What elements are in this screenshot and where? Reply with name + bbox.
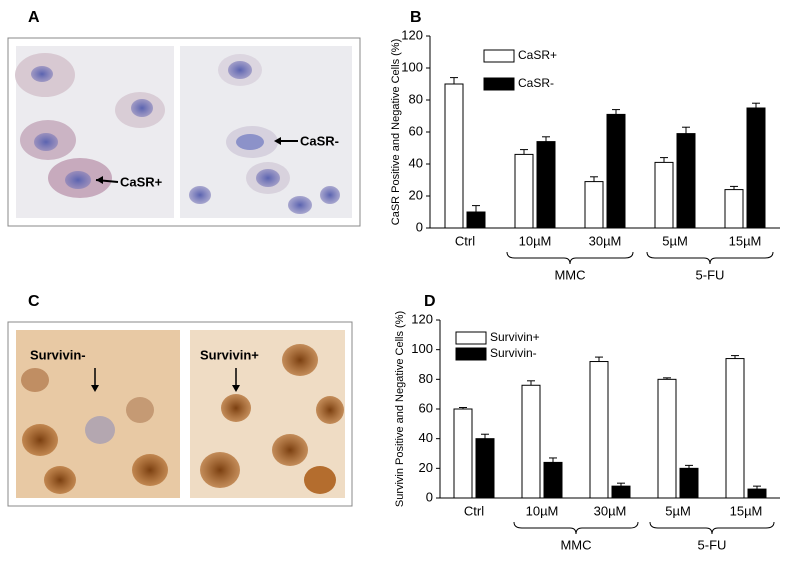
- group-label: 5-FU: [696, 267, 725, 282]
- micrograph: [16, 330, 345, 498]
- bar: [746, 107, 766, 229]
- y-tick-label: 120: [401, 27, 423, 42]
- panel-label: A: [28, 9, 40, 26]
- group-label: 5-FU: [698, 537, 727, 552]
- panel-label: C: [28, 293, 40, 310]
- bar: [676, 133, 696, 229]
- legend-label: CaSR-: [518, 76, 554, 90]
- arrow-head: [96, 176, 103, 184]
- y-tick-label: 40: [409, 155, 423, 170]
- bar: [657, 378, 677, 499]
- bar: [521, 384, 541, 499]
- y-tick-label: 100: [401, 59, 423, 74]
- legend-label: Survivin+: [490, 330, 540, 344]
- bar: [654, 161, 674, 229]
- annotation: Survivin+: [200, 347, 259, 362]
- bar: [584, 181, 604, 229]
- x-tick-label: 30µM: [589, 233, 622, 248]
- annotation: CaSR-: [300, 133, 339, 148]
- legend-label: Survivin-: [490, 346, 537, 360]
- y-tick-label: 60: [409, 123, 423, 138]
- x-tick-label: 15µM: [730, 503, 763, 518]
- y-tick-label: 20: [419, 460, 433, 475]
- y-tick-label: 0: [426, 489, 433, 504]
- y-axis-title: Survivin Positive and Negative Cells (%): [394, 311, 406, 507]
- bar: [747, 488, 767, 499]
- bar: [475, 438, 495, 499]
- bar: [611, 485, 631, 499]
- bar: [589, 361, 609, 499]
- x-tick-label: 15µM: [729, 233, 762, 248]
- y-tick-label: 0: [416, 219, 423, 234]
- y-tick-label: 80: [409, 91, 423, 106]
- bar: [453, 408, 473, 499]
- legend-swatch: [483, 77, 515, 91]
- annotation: Survivin-: [30, 347, 86, 362]
- y-tick-label: 120: [411, 311, 433, 326]
- y-tick-label: 40: [419, 430, 433, 445]
- group-label: MMC: [560, 537, 591, 552]
- legend-swatch: [455, 331, 487, 345]
- arrow-head: [274, 137, 281, 145]
- bar: [679, 467, 699, 499]
- bar: [606, 113, 626, 229]
- bar: [444, 83, 464, 229]
- group-label: MMC: [554, 267, 585, 282]
- legend-swatch: [483, 49, 515, 63]
- x-tick-label: Ctrl: [455, 233, 475, 248]
- bar: [536, 141, 556, 229]
- x-tick-label: 30µM: [594, 503, 627, 518]
- y-tick-label: 60: [419, 400, 433, 415]
- y-tick-label: 80: [419, 371, 433, 386]
- y-axis-title: CaSR Positive and Negative Cells (%): [390, 39, 402, 225]
- bar: [466, 211, 486, 229]
- micrograph: [15, 46, 352, 218]
- arrow-head: [232, 385, 240, 392]
- x-tick-label: 10µM: [526, 503, 559, 518]
- x-tick-label: 10µM: [519, 233, 552, 248]
- bar: [543, 461, 563, 499]
- bar: [724, 189, 744, 229]
- arrow-head: [91, 385, 99, 392]
- bar: [514, 153, 534, 229]
- x-tick-label: 5µM: [665, 503, 691, 518]
- x-tick-label: 5µM: [662, 233, 688, 248]
- group-brace: [513, 521, 639, 535]
- legend-label: CaSR+: [518, 48, 557, 62]
- bar: [725, 358, 745, 499]
- y-tick-label: 100: [411, 341, 433, 356]
- legend-swatch: [455, 347, 487, 361]
- panel-label: B: [410, 9, 422, 26]
- x-tick-label: Ctrl: [464, 503, 484, 518]
- panel-label: D: [424, 293, 436, 310]
- group-brace: [506, 251, 634, 265]
- group-brace: [646, 251, 774, 265]
- group-brace: [649, 521, 775, 535]
- annotation: CaSR+: [120, 174, 163, 189]
- y-tick-label: 20: [409, 187, 423, 202]
